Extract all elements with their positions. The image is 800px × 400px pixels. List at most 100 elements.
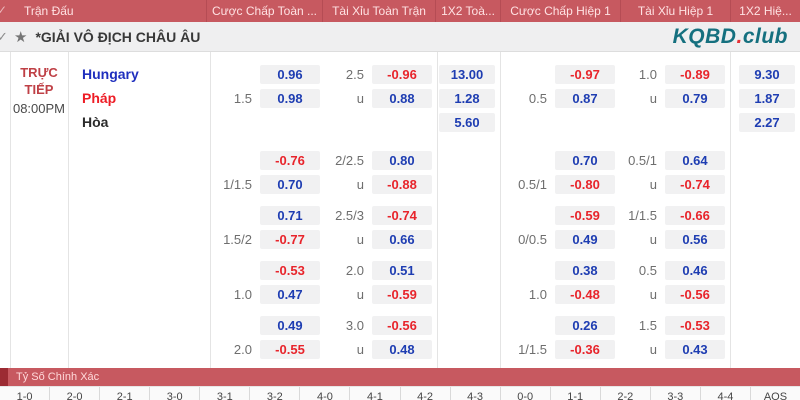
match-time: 08:00PM bbox=[12, 101, 66, 116]
score-cell[interactable]: 2-0 bbox=[49, 387, 99, 400]
odds-button[interactable]: -0.59 bbox=[555, 205, 615, 225]
odds-button[interactable]: 0.48 bbox=[372, 339, 432, 359]
league-row[interactable]: ✓ ★ *GIẢI VÔ ĐỊCH CHÂU ÂU KQBD.club bbox=[0, 22, 800, 52]
odds-column-ft_ou: 3.0 -0.56 u 0.48 bbox=[325, 313, 437, 361]
odds-button[interactable]: 0.79 bbox=[665, 88, 725, 108]
odds-button[interactable]: 0.49 bbox=[260, 315, 320, 335]
score-cell[interactable]: 1-0 bbox=[16, 391, 33, 400]
odds-row: 2.27 bbox=[730, 110, 800, 134]
away-team-name[interactable]: Pháp bbox=[82, 90, 117, 106]
score-cell[interactable]: 3-3 bbox=[649, 387, 700, 400]
odds-column-h1_1x2: 9.30 1.87 2.27 bbox=[730, 62, 800, 134]
odds-button[interactable]: -0.53 bbox=[260, 260, 320, 280]
odds-button[interactable]: 0.64 bbox=[665, 150, 725, 170]
divider bbox=[210, 52, 211, 368]
odds-row: u 0.79 bbox=[620, 86, 730, 110]
odds-block: -0.76 1/1.5 0.70 2/2.5 0.80 u -0.88 0.70 0.5/1 -0… bbox=[210, 148, 800, 196]
odds-button[interactable]: -0.56 bbox=[372, 315, 432, 335]
odds-row: 2.5 -0.96 bbox=[325, 62, 437, 86]
odds-button[interactable]: 0.38 bbox=[555, 260, 615, 280]
score-cell[interactable]: 3-0 bbox=[149, 387, 199, 400]
odds-button[interactable]: 0.70 bbox=[260, 174, 320, 194]
odds-button[interactable]: -0.80 bbox=[555, 174, 615, 194]
score-cell[interactable]: 4-4 bbox=[699, 387, 750, 400]
teams-column: Hungary Pháp Hòa bbox=[68, 62, 139, 134]
score-cell[interactable]: 4-2 bbox=[399, 387, 450, 400]
odds-button[interactable]: -0.74 bbox=[372, 205, 432, 225]
odds-button[interactable]: 0.96 bbox=[260, 64, 320, 84]
odds-button[interactable]: 0.87 bbox=[555, 88, 615, 108]
handicap-line: 1.0 bbox=[233, 286, 252, 302]
handicap-line: 1.5 bbox=[233, 90, 252, 106]
odds-button[interactable]: 0.66 bbox=[372, 229, 432, 249]
handicap-line: 0.5 bbox=[638, 262, 657, 278]
odds-row: u 0.88 bbox=[325, 86, 437, 110]
odds-button[interactable]: -0.66 bbox=[665, 205, 725, 225]
column-header: 1X2 Toà... bbox=[435, 0, 500, 22]
odds-button[interactable]: -0.97 bbox=[555, 64, 615, 84]
odds-row: 1.5 0.98 bbox=[210, 86, 325, 110]
odds-row: 0.5 0.87 bbox=[500, 86, 620, 110]
column-header: Cược Chấp Hiệp 1 bbox=[500, 0, 620, 22]
home-team-name[interactable]: Hungary bbox=[82, 66, 139, 82]
odds-button[interactable]: -0.48 bbox=[555, 284, 615, 304]
odds-button[interactable]: 0.51 bbox=[372, 260, 432, 280]
odds-button[interactable]: -0.76 bbox=[260, 150, 320, 170]
odds-button[interactable]: 0.71 bbox=[260, 205, 320, 225]
odds-button[interactable]: 0.70 bbox=[555, 150, 615, 170]
odds-button[interactable]: 0.56 bbox=[665, 229, 725, 249]
score-cell[interactable]: 3-1 bbox=[199, 387, 249, 400]
odds-button[interactable]: -0.53 bbox=[665, 315, 725, 335]
odds-button[interactable]: -0.96 bbox=[372, 64, 432, 84]
odds-button[interactable]: -0.55 bbox=[260, 339, 320, 359]
score-cell[interactable]: AOS bbox=[749, 387, 800, 400]
odds-button[interactable]: -0.77 bbox=[260, 229, 320, 249]
score-cell[interactable]: 4-0 bbox=[299, 387, 349, 400]
correct-score-header: Tỷ Số Chính Xác bbox=[0, 368, 800, 386]
odds-button[interactable]: -0.59 bbox=[372, 284, 432, 304]
odds-button[interactable]: 0.26 bbox=[555, 315, 615, 335]
score-cell[interactable]: 1-1 bbox=[549, 387, 600, 400]
odds-button[interactable]: -0.36 bbox=[555, 339, 615, 359]
odds-button[interactable]: 1.28 bbox=[439, 88, 495, 108]
odds-column-ft_1x2 bbox=[437, 148, 500, 196]
odds-button[interactable]: 0.88 bbox=[372, 88, 432, 108]
odds-column-ft_1x2: 13.00 1.28 5.60 bbox=[437, 62, 500, 134]
handicap-line: 2.0 bbox=[233, 341, 252, 357]
score-cell[interactable]: 0-0 bbox=[499, 387, 550, 400]
odds-button[interactable]: 0.43 bbox=[665, 339, 725, 359]
odds-button[interactable]: 0.98 bbox=[260, 88, 320, 108]
odds-row: 0.96 bbox=[210, 62, 325, 86]
draw-label: Hòa bbox=[82, 114, 109, 130]
score-cell[interactable]: 4-1 bbox=[349, 387, 399, 400]
odds-button[interactable]: -0.88 bbox=[372, 174, 432, 194]
odds-button[interactable]: -0.89 bbox=[665, 64, 725, 84]
divider bbox=[437, 52, 438, 368]
odds-button[interactable]: 1.87 bbox=[739, 88, 795, 108]
score-cell[interactable]: 4-3 bbox=[449, 387, 500, 400]
odds-row: u 0.43 bbox=[620, 337, 730, 361]
league-check-icon[interactable]: ✓ bbox=[0, 29, 8, 44]
odds-button[interactable]: -0.56 bbox=[665, 284, 725, 304]
odds-button[interactable]: 9.30 bbox=[739, 64, 795, 84]
score-cell[interactable]: 3-2 bbox=[249, 387, 299, 400]
odds-button[interactable]: 0.46 bbox=[665, 260, 725, 280]
odds-button[interactable]: 0.80 bbox=[372, 150, 432, 170]
odds-row: u -0.88 bbox=[325, 172, 437, 196]
odds-button[interactable]: 2.27 bbox=[739, 112, 795, 132]
score-cell[interactable]: 2-1 bbox=[99, 387, 149, 400]
odds-button[interactable]: 5.60 bbox=[439, 112, 495, 132]
handicap-line: 3.0 bbox=[345, 317, 364, 333]
odds-button[interactable]: -0.74 bbox=[665, 174, 725, 194]
odds-button[interactable]: 13.00 bbox=[439, 64, 495, 84]
select-all-check-icon[interactable]: ✓ bbox=[0, 3, 8, 17]
favorite-star-icon[interactable]: ★ bbox=[14, 28, 28, 46]
table-header-row: ✓ Trận Đấu Cược Chấp Toàn ... Tài Xỉu Toàn… bbox=[0, 0, 800, 22]
odds-button[interactable]: 0.49 bbox=[555, 229, 615, 249]
odds-button[interactable]: 0.47 bbox=[260, 284, 320, 304]
odds-row: 0.49 bbox=[210, 313, 325, 337]
odds-column-ft_ou: 2/2.5 0.80 u -0.88 bbox=[325, 148, 437, 196]
odds-column-h1_hc: 0.70 0.5/1 -0.80 bbox=[500, 148, 620, 196]
score-cell[interactable]: 2-2 bbox=[599, 387, 650, 400]
odds-row: 0.71 bbox=[210, 203, 325, 227]
